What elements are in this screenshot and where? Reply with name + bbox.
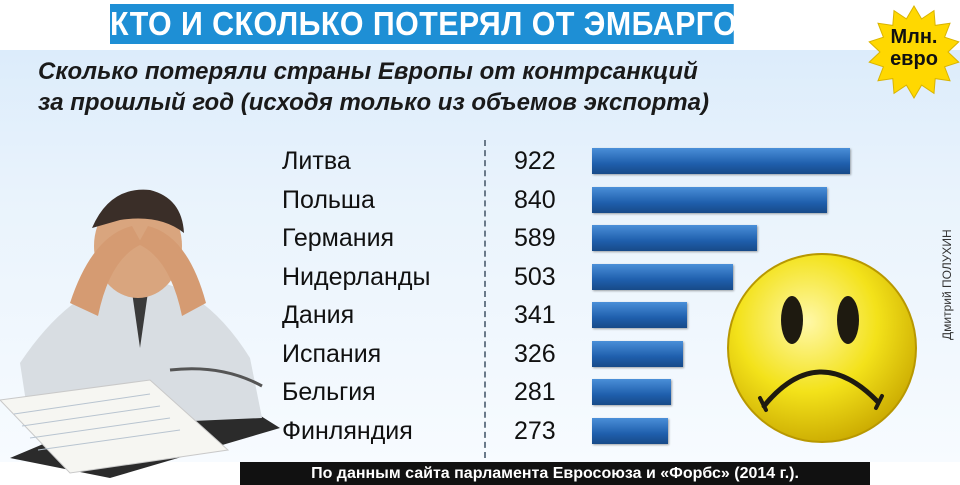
category-label: Испания	[282, 339, 382, 368]
burst-badge-icon	[868, 5, 960, 99]
chart-title: КТО И СКОЛЬКО ПОТЕРЯЛ ОТ ЭМБАРГО...	[110, 4, 764, 44]
source-footer: По данным сайта парламента Евросоюза и «…	[240, 462, 870, 485]
stressed-man-illustration	[0, 189, 280, 478]
bar	[592, 263, 733, 290]
bar	[592, 148, 850, 174]
unit-badge: Млн. евро	[868, 26, 960, 70]
dashed-separator	[484, 140, 486, 458]
bar	[592, 186, 828, 213]
category-label: Бельгия	[282, 378, 376, 406]
category-label: Литва	[282, 147, 351, 175]
subtitle-line2: за прошлый год (исходя только из объемов…	[38, 89, 709, 116]
bar	[592, 340, 684, 367]
subtitle-line1: Сколько потеряли страны Европы от контрс…	[38, 58, 698, 85]
value-label: 503	[514, 262, 556, 291]
category-label: Финляндия	[282, 416, 413, 445]
category-label: Польша	[282, 185, 375, 214]
category-label: Германия	[282, 224, 395, 252]
value-label: 922	[514, 147, 556, 175]
value-label: 326	[514, 339, 556, 368]
category-label: Нидерланды	[282, 262, 431, 291]
value-label: 589	[514, 224, 556, 252]
chart-subtitle: Сколько потеряли страны Европы от контрс…	[38, 56, 858, 118]
value-label: 840	[514, 185, 556, 214]
value-label: 341	[514, 301, 556, 329]
bar	[592, 379, 671, 405]
unit-badge-line1: Млн.	[890, 26, 938, 48]
photo-credit: Дмитрий ПОЛУХИН	[940, 229, 954, 340]
value-label: 281	[514, 378, 556, 406]
value-label: 273	[514, 416, 556, 445]
unit-badge-line2: евро	[890, 48, 938, 70]
bar	[592, 225, 757, 251]
bar	[592, 302, 688, 328]
bar	[592, 417, 669, 444]
category-label: Дания	[282, 301, 355, 329]
sad-smiley-icon	[727, 253, 917, 443]
